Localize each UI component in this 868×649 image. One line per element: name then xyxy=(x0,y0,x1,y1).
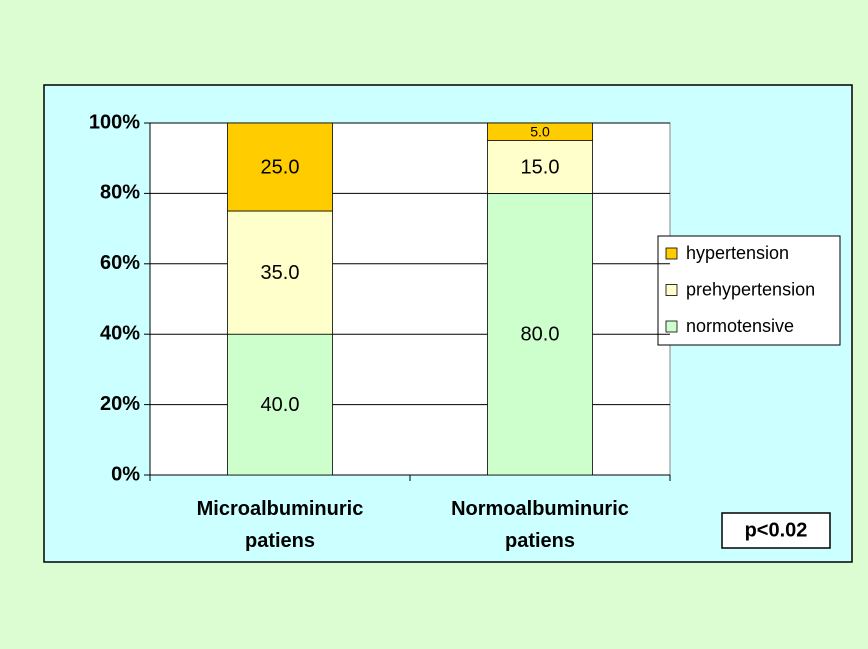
value-label: 25.0 xyxy=(261,156,300,178)
bar-segment xyxy=(487,140,593,194)
x-tick-label: Normoalbuminuric patiens xyxy=(451,498,629,552)
bar-segment xyxy=(487,122,593,142)
y-tick-label: 80% xyxy=(100,182,140,204)
value-label: 35.0 xyxy=(261,262,300,284)
x-tick-label: Microalbuminuric patiens xyxy=(196,498,364,552)
value-label: 80.0 xyxy=(521,323,560,345)
value-label: 5.0 xyxy=(530,124,550,140)
legend-swatch xyxy=(665,247,678,260)
bar-segment xyxy=(227,333,333,476)
bar-segment xyxy=(227,122,333,212)
annotation-box xyxy=(721,512,831,549)
bar-segment xyxy=(227,210,333,335)
value-label: 15.0 xyxy=(521,156,560,178)
y-tick-label: 0% xyxy=(111,463,140,485)
y-tick-label: 20% xyxy=(100,393,140,415)
legend-swatch xyxy=(665,320,678,333)
legend-swatch xyxy=(665,284,678,296)
value-label: 40.0 xyxy=(261,394,300,416)
y-tick-label: 40% xyxy=(100,322,140,344)
legend-label: prehypertension xyxy=(686,279,815,299)
y-tick-label: 60% xyxy=(100,252,140,274)
bar-segment xyxy=(487,192,593,476)
legend-box xyxy=(657,235,841,346)
legend-label: hypertension xyxy=(686,243,789,263)
annotation: p<0.02 xyxy=(745,519,808,541)
y-tick-label: 100% xyxy=(89,111,140,133)
legend-label: normotensive xyxy=(686,316,794,336)
